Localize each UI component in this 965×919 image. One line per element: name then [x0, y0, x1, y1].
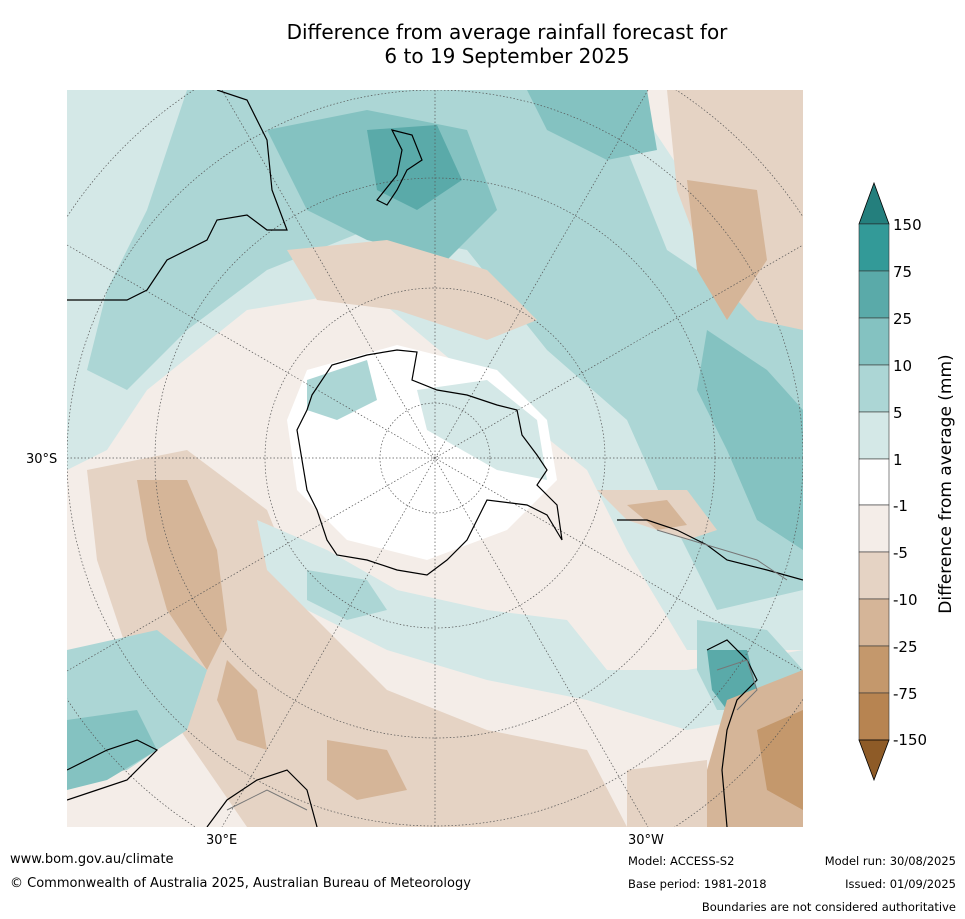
title-line-1: Difference from average rainfall forecas… [286, 20, 728, 44]
colorbar-tick: 75 [893, 263, 913, 281]
latitude-circle [264, 287, 606, 629]
border-line [716, 659, 758, 711]
colorbar-bin [858, 223, 890, 272]
colorbar-bottom-arrow [858, 739, 890, 782]
colorbar-top-arrow [858, 182, 890, 225]
colorbar-tick: -75 [893, 685, 918, 703]
new-zealand-coastline [376, 129, 423, 206]
colorbar-bin [858, 598, 890, 647]
colorbar-bin [858, 317, 890, 366]
anomaly-region [257, 520, 803, 730]
footer-copyright: © Commonwealth of Australia 2025, Austra… [10, 876, 471, 891]
colorbar-bin [858, 411, 890, 460]
country-borders [226, 529, 788, 811]
footer-url[interactable]: www.bom.gov.au/climate [10, 852, 174, 867]
colorbar-tick: -5 [893, 544, 908, 562]
anomaly-region [137, 480, 227, 670]
anomaly-region [287, 240, 537, 340]
footer-disclaimer: Boundaries are not considered authoritat… [701, 900, 956, 914]
anomaly-fields [67, 90, 803, 827]
colorbar-label: Difference from average (mm) [936, 354, 956, 614]
africa-coastline [67, 739, 318, 827]
colorbar-bin [858, 551, 890, 600]
anomaly-region [687, 180, 767, 320]
anomaly-region [217, 660, 267, 750]
anomaly-region [757, 710, 803, 810]
colorbar-tick: 25 [893, 310, 913, 328]
anomaly-region [627, 760, 707, 827]
anomaly-region [367, 125, 462, 210]
colorbar-bin [858, 458, 890, 506]
anomaly-region [307, 360, 377, 420]
colorbar-tick: -150 [893, 731, 928, 749]
colorbar-tick: 150 [893, 216, 922, 234]
colorbar [858, 182, 890, 782]
anomaly-region [87, 90, 803, 610]
colorbar-tick: 1 [893, 451, 903, 469]
anomaly-region [697, 330, 803, 550]
colorbar-tick: -25 [893, 638, 918, 656]
footer-base-period: Base period: 1981-2018 [628, 877, 767, 891]
colorbar-tick: 10 [893, 357, 913, 375]
anomaly-region [307, 570, 387, 620]
graticule [67, 90, 803, 827]
anomaly-region [87, 450, 627, 827]
colorbar-bin [858, 270, 890, 319]
antarctica-coastline [296, 349, 563, 576]
footer-model-run: Model run: 30/08/2025 [824, 854, 956, 868]
lon-label-30w: 30°W [628, 833, 664, 848]
colorbar-tick: 5 [893, 404, 903, 422]
border-line [656, 529, 788, 581]
colorbar-bin [858, 645, 890, 694]
map-title: Difference from average rainfall forecas… [0, 20, 965, 68]
rainfall-anomaly-map [67, 90, 803, 827]
colorbar-tick: -10 [893, 591, 918, 609]
anomaly-region [627, 500, 687, 530]
title-line-2: 6 to 19 September 2025 [384, 44, 630, 68]
lat-label-30s: 30°S [26, 452, 58, 467]
map-svg [67, 90, 803, 827]
colorbar-bin [858, 504, 890, 553]
border-line [226, 789, 308, 811]
colorbar-bin [858, 364, 890, 413]
australia-coastline [67, 90, 288, 301]
colorbar-tick: -1 [893, 497, 908, 515]
colorbar-bin [858, 692, 890, 741]
footer-model: Model: ACCESS-S2 [628, 854, 735, 868]
lon-label-30e: 30°E [206, 833, 238, 848]
anomaly-region [327, 740, 407, 800]
footer-issued: Issued: 01/09/2025 [845, 877, 956, 891]
